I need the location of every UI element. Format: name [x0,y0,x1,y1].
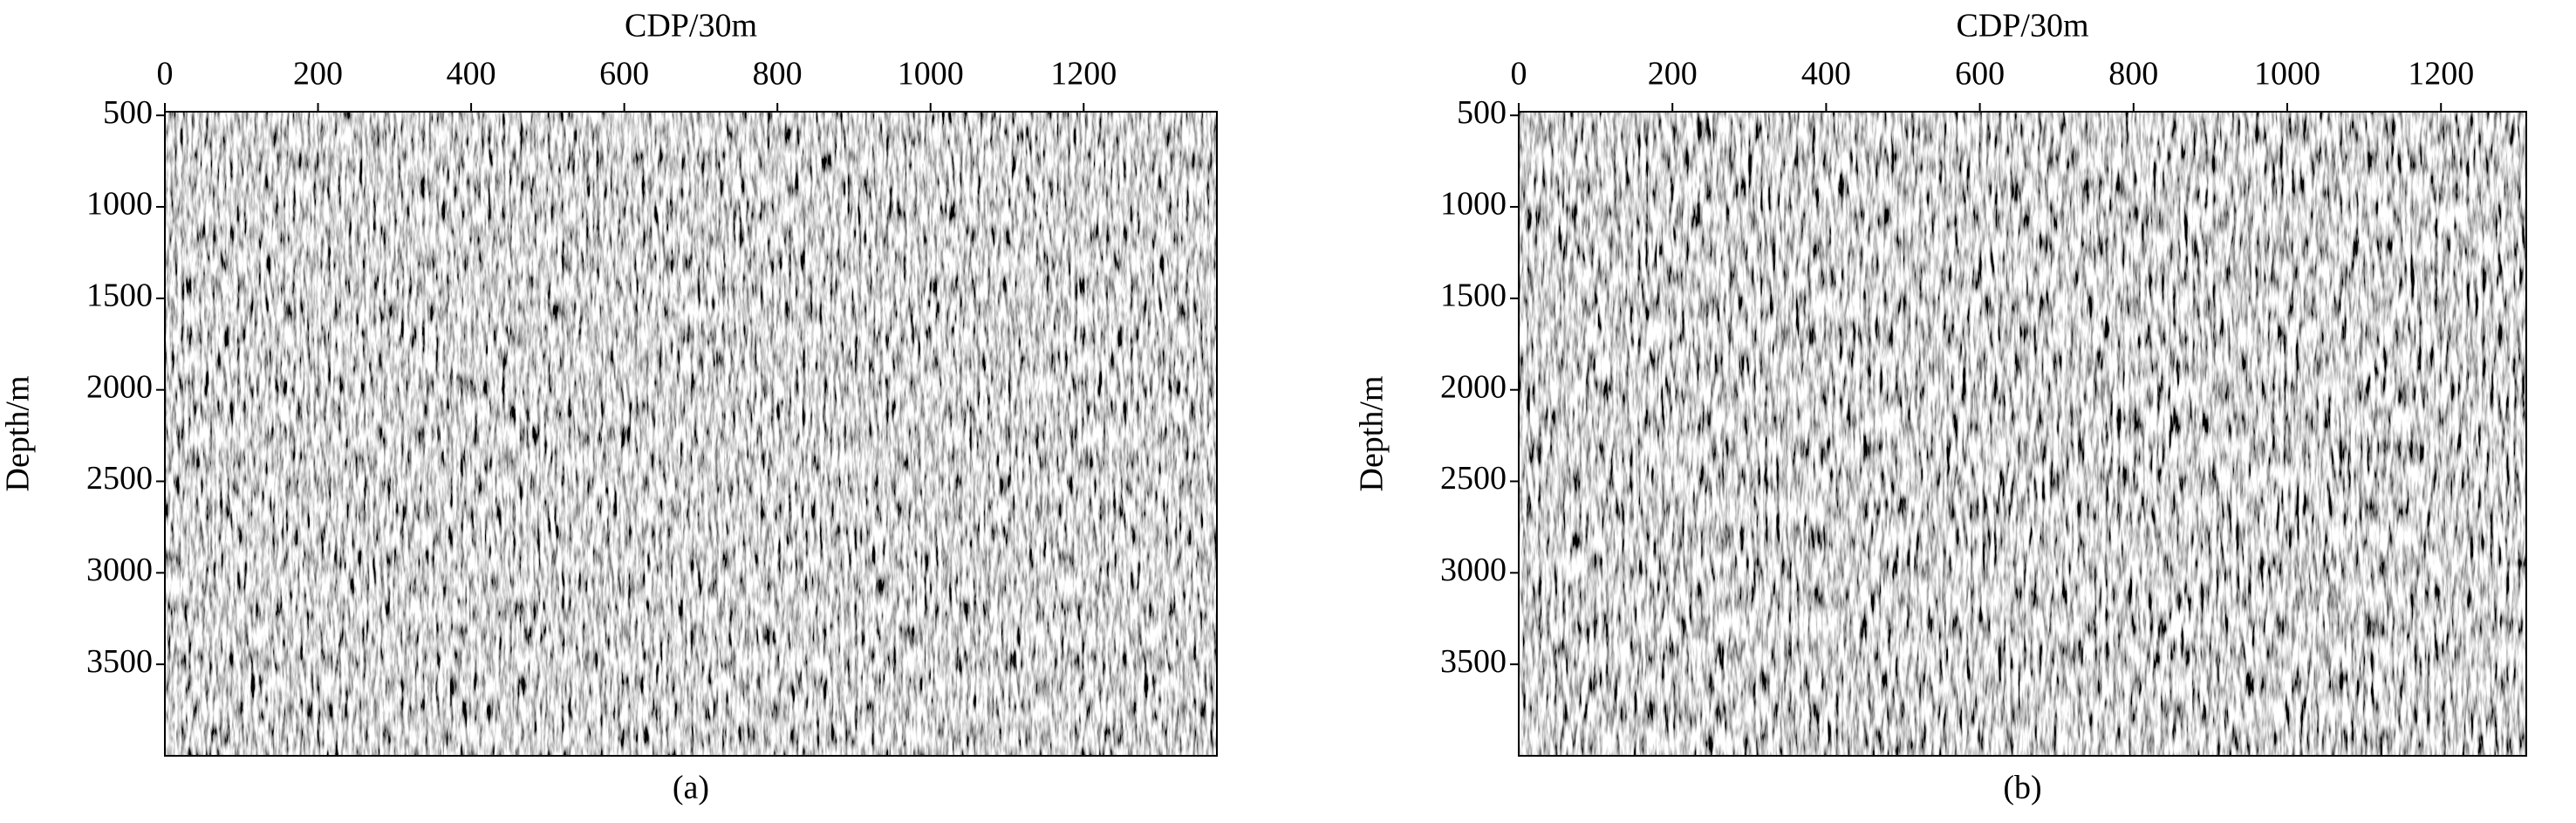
x-tick-label: 200 [1648,56,1698,93]
x-tick-label: 600 [1955,56,2005,93]
x-tick-label: 1000 [2254,56,2320,93]
y-tick-label: 1000 [1440,186,1507,223]
x-tick-label: 400 [1801,56,1851,93]
x-tick-label: 800 [2108,56,2158,93]
plot-frame [1518,111,2527,757]
x-tick-label: 0 [1511,56,1527,93]
y-tick-label: 3000 [86,552,153,588]
y-tick-label: 3000 [1440,552,1507,588]
y-tick-label: 1000 [86,186,153,223]
y-tick-label: 1500 [86,278,153,314]
x-tick-label: 800 [753,56,803,93]
y-tick-label: 2000 [86,368,153,405]
y-axis-label: Depth/m [1354,376,1390,492]
x-tick-label: 400 [447,56,496,93]
y-tick-label: 500 [103,94,153,131]
panel-caption: (b) [2003,770,2041,806]
x-tick-label: 1200 [2408,56,2474,93]
seismic-section [1519,112,2526,756]
y-axis-label: Depth/m [0,376,37,492]
y-tick-label: 2500 [86,460,153,497]
x-tick-label: 1200 [1050,56,1117,93]
x-tick-label: 1000 [898,56,964,93]
y-tick-label: 2500 [1440,460,1507,497]
y-tick-label: 1500 [1440,278,1507,314]
seismic-section [165,112,1217,756]
x-axis-label: CDP/30m [1956,8,2088,45]
x-tick-label: 200 [293,56,343,93]
x-tick-label: 600 [599,56,649,93]
plot-frame [164,111,1218,757]
x-axis-label: CDP/30m [625,8,757,45]
y-tick-label: 3500 [1440,643,1507,680]
y-tick-label: 500 [1457,94,1507,131]
y-tick-label: 3500 [86,643,153,680]
panel-caption: (a) [673,770,709,806]
y-tick-label: 2000 [1440,368,1507,405]
x-tick-label: 0 [157,56,174,93]
